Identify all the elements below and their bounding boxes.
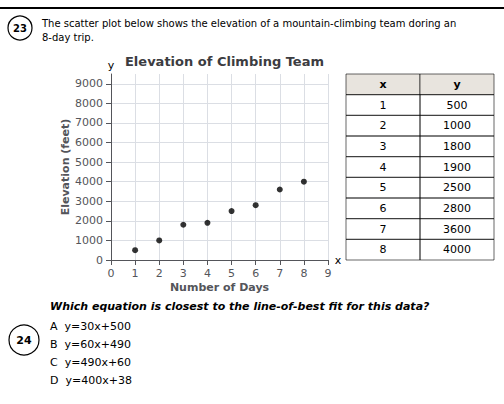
- svg-text:Which equation is closest to t: Which equation is closest to the line-of…: [50, 300, 430, 313]
- svg-text:24: 24: [16, 334, 32, 347]
- svg-text:B y=60x+490: B y=60x+490: [50, 338, 131, 351]
- svg-text:y: y: [108, 59, 115, 72]
- svg-text:6: 6: [252, 267, 259, 280]
- svg-text:23: 23: [13, 23, 27, 34]
- svg-text:9000: 9000: [75, 77, 103, 90]
- svg-text:0: 0: [108, 267, 115, 280]
- svg-text:4: 4: [204, 267, 211, 280]
- svg-text:2: 2: [156, 267, 163, 280]
- svg-text:C y=490x+60: C y=490x+60: [50, 356, 131, 369]
- svg-text:5: 5: [380, 181, 387, 194]
- svg-text:2800: 2800: [443, 202, 471, 215]
- svg-text:8000: 8000: [75, 97, 103, 110]
- svg-text:x: x: [379, 78, 386, 91]
- svg-text:2000: 2000: [75, 214, 103, 227]
- svg-text:Number of Days: Number of Days: [170, 281, 270, 294]
- svg-text:7: 7: [276, 267, 283, 280]
- svg-text:4: 4: [380, 161, 387, 174]
- svg-text:A y=30x+500: A y=30x+500: [50, 320, 131, 333]
- svg-text:3: 3: [380, 140, 387, 153]
- svg-text:Elevation of Climbing Team: Elevation of Climbing Team: [125, 54, 324, 69]
- svg-text:Elevation (feet): Elevation (feet): [59, 119, 72, 216]
- svg-text:1000: 1000: [443, 119, 471, 132]
- svg-text:5000: 5000: [75, 156, 103, 169]
- svg-text:8: 8: [300, 267, 307, 280]
- svg-text:4000: 4000: [75, 175, 103, 188]
- svg-text:The scatter plot below shows t: The scatter plot below shows the elevati…: [41, 18, 456, 29]
- svg-text:8-day trip.: 8-day trip.: [42, 32, 94, 43]
- svg-text:4000: 4000: [443, 243, 471, 256]
- svg-text:1: 1: [380, 99, 387, 112]
- svg-text:3000: 3000: [75, 195, 103, 208]
- svg-text:1900: 1900: [443, 161, 471, 174]
- svg-text:3: 3: [180, 267, 187, 280]
- svg-text:3600: 3600: [443, 223, 471, 236]
- svg-text:6: 6: [380, 202, 387, 215]
- svg-text:2500: 2500: [443, 181, 471, 194]
- svg-text:x: x: [335, 254, 342, 267]
- svg-text:6000: 6000: [75, 136, 103, 149]
- svg-text:7000: 7000: [75, 116, 103, 129]
- svg-text:y: y: [453, 78, 460, 91]
- svg-text:8: 8: [380, 243, 387, 256]
- svg-text:9: 9: [325, 267, 332, 280]
- svg-text:500: 500: [447, 99, 468, 112]
- svg-text:1800: 1800: [443, 140, 471, 153]
- svg-text:5: 5: [228, 267, 235, 280]
- svg-text:1: 1: [132, 267, 139, 280]
- svg-text:7: 7: [380, 223, 387, 236]
- svg-text:2: 2: [380, 119, 387, 132]
- svg-text:1000: 1000: [75, 234, 103, 247]
- svg-text:D y=400x+38: D y=400x+38: [50, 374, 132, 387]
- svg-text:0: 0: [96, 254, 103, 267]
